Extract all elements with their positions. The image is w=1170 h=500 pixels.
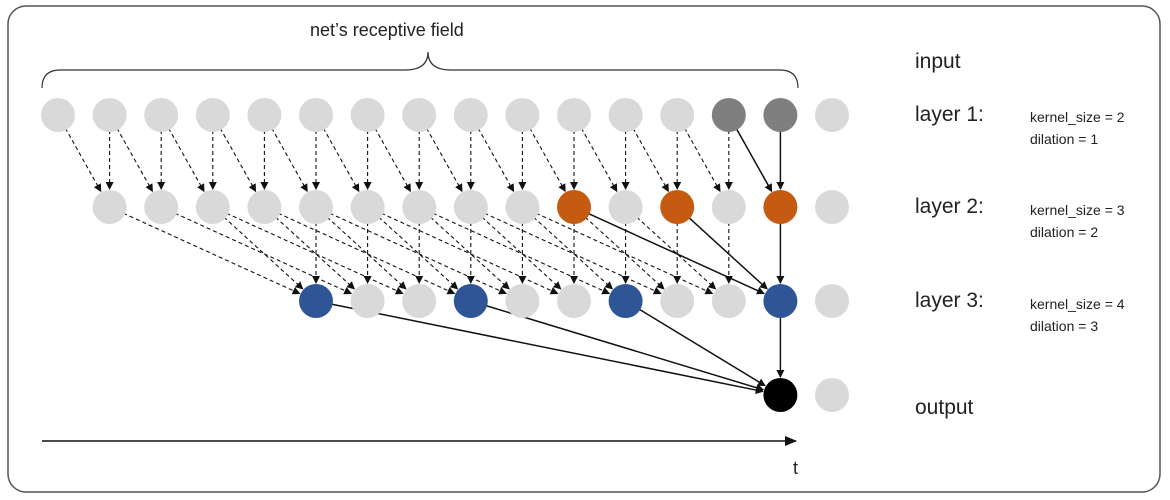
input-node: [144, 98, 179, 132]
receptive-field-brace: [41, 51, 799, 89]
layer1-node: [453, 190, 488, 224]
layer2-node: [660, 284, 695, 318]
layer2-node: [557, 284, 591, 318]
dashed-edge: [322, 127, 360, 193]
active-edge: [587, 212, 765, 295]
input-node: [608, 98, 643, 132]
layer1-node: [299, 190, 333, 224]
layer2-node: [402, 284, 437, 318]
row-label-layer2: layer 2:: [915, 195, 984, 218]
layer1-node: [350, 190, 385, 224]
dashed-edge: [174, 212, 353, 295]
row-label-input: input: [915, 50, 961, 73]
dashed-edge: [580, 127, 618, 193]
layer1-node: [711, 190, 746, 224]
layer1-dilation: dilation = 1: [1030, 131, 1099, 147]
row-label-layer3: layer 3:: [915, 289, 984, 312]
layer2-node-active: [299, 284, 333, 318]
dashed-edge: [226, 212, 404, 295]
receptive-field-label: net’s receptive field: [310, 20, 464, 40]
active-connections: [330, 127, 785, 394]
layer1-node-active: [763, 190, 798, 224]
dashed-edge: [429, 216, 510, 290]
row-label-layer1: layer 1:: [915, 103, 984, 126]
dashed-edge: [684, 127, 721, 193]
dashed-edge: [533, 216, 614, 290]
dashed-edge: [535, 212, 714, 295]
dashed-edge: [632, 127, 669, 193]
dashed-edge: [584, 216, 665, 290]
dashed-edge: [123, 212, 301, 295]
dashed-edge: [329, 212, 507, 295]
dashed-edge: [481, 216, 562, 290]
layer2-node: [815, 284, 849, 318]
input-node: [660, 98, 695, 132]
layer1-node: [195, 190, 230, 224]
active-edge: [638, 308, 766, 387]
input-node: [195, 98, 230, 132]
dashed-edge: [378, 216, 459, 290]
dashed-edge: [168, 127, 205, 193]
input-node-active: [763, 98, 798, 132]
layer1-node: [144, 190, 179, 224]
active-edge: [735, 127, 773, 193]
input-node: [350, 98, 385, 132]
dashed-edge: [529, 127, 566, 193]
dashed-edge: [277, 212, 456, 295]
layer1-node-active: [557, 190, 591, 224]
input-node: [505, 98, 540, 132]
layer1-node-active: [660, 190, 695, 224]
dashed-edge: [484, 212, 662, 295]
output-node-future: [815, 378, 849, 412]
input-node: [92, 98, 127, 132]
layer2-node: [711, 284, 746, 318]
nodes: [41, 98, 849, 412]
active-edge: [330, 303, 764, 394]
input-node: [247, 98, 282, 132]
layer1-node: [247, 190, 282, 224]
active-edge: [484, 304, 765, 392]
dashed-edge: [326, 216, 407, 290]
input-node: [557, 98, 591, 132]
layer2-dilation: dilation = 2: [1030, 224, 1099, 240]
input-node-active: [711, 98, 746, 132]
diagram-border: [7, 5, 1161, 493]
row-label-output: output: [915, 396, 974, 419]
input-node: [402, 98, 437, 132]
layer2-node: [350, 284, 385, 318]
dashed-edge: [426, 127, 463, 193]
layer1-node: [92, 190, 127, 224]
dashed-edge: [219, 127, 257, 193]
dashed-edge: [223, 216, 304, 290]
time-axis-label: t: [793, 458, 799, 478]
dashed-edge: [381, 212, 559, 295]
layer1-kernel-size: kernel_size = 2: [1030, 109, 1125, 125]
dashed-edge: [116, 127, 153, 193]
layer2-node-active: [453, 284, 488, 318]
input-node: [815, 98, 849, 132]
layer2-node: [505, 284, 540, 318]
layer1-node: [402, 190, 437, 224]
input-node: [41, 98, 75, 132]
layer2-node-active: [763, 284, 798, 318]
input-node: [299, 98, 333, 132]
layer2-kernel-size: kernel_size = 3: [1030, 202, 1125, 218]
layer3-kernel-size: kernel_size = 4: [1030, 296, 1125, 312]
dashed-edge: [64, 127, 102, 193]
dashed-edge: [374, 127, 411, 193]
layer1-node: [608, 190, 643, 224]
layer1-node: [505, 190, 540, 224]
input-node: [453, 98, 488, 132]
dashed-edge: [477, 127, 515, 193]
dashed-edge: [275, 216, 356, 290]
dashed-edge: [636, 216, 717, 290]
active-edge: [687, 216, 768, 290]
layer1-node: [815, 190, 849, 224]
output-node: [763, 378, 798, 412]
dashed-edge: [271, 127, 308, 193]
layer2-node-active: [608, 284, 643, 318]
dashed-edge: [432, 212, 611, 295]
layer3-dilation: dilation = 3: [1030, 318, 1099, 334]
